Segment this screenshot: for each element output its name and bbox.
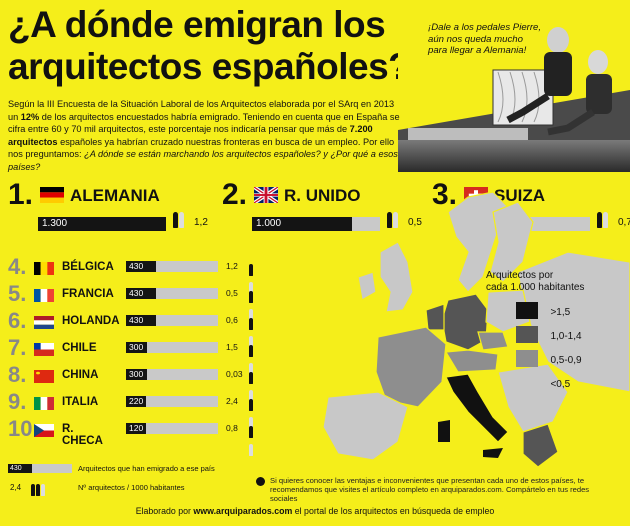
emigrants-bar: 430 [126, 315, 218, 326]
intro-paragraph: Según la III Encuesta de la Situación La… [8, 99, 400, 172]
emigrants-value: 300 [126, 369, 148, 380]
key-ratio-value: 2,4 [10, 483, 22, 492]
flag-icon [34, 316, 54, 329]
emigrants-value: 1.300 [38, 217, 166, 231]
key-bar-label: Arquitectos que han emigrado a ese país [78, 464, 215, 473]
rank-number: 2. [222, 178, 248, 211]
legend-swatch [516, 350, 538, 368]
emigrants-bar: 220 [126, 396, 218, 407]
footer: Elaborado por www.arquiparados.com el po… [135, 506, 495, 516]
europe-map [318, 191, 630, 488]
ratio-value: 0,6 [226, 315, 238, 325]
legend-swatch [516, 374, 538, 392]
ratio-value: 1,2 [226, 261, 238, 271]
legend-swatch [516, 326, 538, 344]
rank-number: 4. [8, 254, 27, 279]
legend-label: 0,5-0,9 [550, 355, 582, 366]
percentage-figure: 12% [20, 111, 40, 122]
emigrants-value: 1.000 [252, 217, 352, 231]
ratio-value: 0,7 [618, 217, 630, 228]
emigrants-bar: 300 [126, 342, 218, 353]
legend-label: 1,0-1,4 [550, 331, 582, 342]
emigrants-value: 430 [126, 315, 157, 326]
emigrants-value: 430 [126, 261, 157, 272]
emigrants-bar: 430 [126, 288, 218, 299]
legend-item: 0,5-0,9 [516, 350, 582, 368]
person-icons [248, 420, 253, 456]
country-name: SUIZA [494, 186, 545, 205]
rank-number: 8. [8, 362, 27, 387]
country-name: R. CHECA [62, 423, 103, 447]
ratio-value: 0,5 [226, 288, 238, 298]
country-name: HOLANDA [62, 315, 120, 327]
legend-swatch [516, 302, 538, 320]
ratio-value: 1,5 [226, 342, 238, 352]
footer-site-link[interactable]: www.arquiparados.com [193, 506, 293, 516]
rank-number: 6. [8, 308, 27, 333]
emigrants-value: 120 [126, 423, 147, 434]
country-name: CHILE [62, 342, 97, 354]
ratio-value: 0,5 [408, 217, 422, 228]
flag-icon [34, 262, 54, 275]
person-icons [596, 210, 608, 228]
ratio-value: 1,2 [194, 217, 208, 228]
flag-icon [34, 289, 54, 302]
country-name: FRANCIA [62, 288, 114, 300]
person-icons [248, 312, 253, 348]
rank-number: 10. [8, 416, 39, 441]
country-name: CHINA [62, 369, 99, 381]
country-name: ALEMANIA [70, 186, 160, 205]
legend-item: >1,5 [516, 302, 570, 320]
ratio-value: 2,4 [226, 396, 238, 406]
rank-number: 1. [8, 178, 34, 211]
emigrants-bar: 1.300 [38, 217, 166, 231]
person-icons [248, 258, 253, 294]
page-title: ¿A dónde emigran los arquitectos español… [8, 4, 411, 87]
emigrants-value: 430 [126, 288, 157, 299]
rank-number: 7. [8, 335, 27, 360]
flag-icon [34, 343, 54, 356]
note-bullet-icon [256, 477, 265, 486]
legend-item: <0,5 [516, 374, 570, 392]
person-icons [248, 339, 253, 375]
person-icons [386, 210, 398, 228]
country-name: ITALIA [62, 396, 99, 408]
ratio-value: 0,03 [226, 369, 243, 379]
legend-item: 1,0-1,4 [516, 326, 582, 344]
note-text: Si quieres conocer las ventajas e inconv… [270, 476, 590, 503]
architects-figure: 7.200 arquitectos [8, 124, 373, 147]
rank-number: 5. [8, 281, 27, 306]
person-icons [248, 366, 253, 402]
key-bar: 430 [8, 464, 72, 473]
photo-architects-pedaling [398, 0, 630, 172]
person-icons [248, 285, 253, 321]
emigrants-value: 220 [126, 396, 147, 407]
rank-number: 9. [8, 389, 27, 414]
emigrants-bar: 430 [126, 261, 218, 272]
emigrants-bar: 300 [126, 369, 218, 380]
emigrants-bar: 120 [126, 423, 218, 434]
country-name: BÉLGICA [62, 261, 114, 273]
rank-number: 3. [432, 178, 458, 211]
key-ratio-label: Nº arquitectos / 1000 habitantes [78, 483, 185, 492]
key-person-icons [30, 478, 45, 496]
legend-title: Arquitectos por cada 1.000 habitantes [486, 270, 585, 293]
legend-label: >1,5 [550, 307, 571, 318]
person-icons [172, 210, 184, 228]
legend-label: <0,5 [550, 379, 571, 390]
flag-icon [40, 187, 64, 208]
flag-icon [34, 397, 54, 410]
flag-icon [34, 370, 54, 383]
ratio-value: 0,8 [226, 423, 238, 433]
flag-icon [34, 424, 54, 437]
quote-text: ¡Dale a los pedales Pierre, aún nos qued… [428, 22, 542, 56]
emigrants-value: 300 [126, 342, 148, 353]
person-icons [248, 393, 253, 429]
emigrants-bar: 1.000 [252, 217, 380, 231]
flag-icon [252, 185, 280, 208]
country-name: R. UNIDO [284, 186, 361, 205]
